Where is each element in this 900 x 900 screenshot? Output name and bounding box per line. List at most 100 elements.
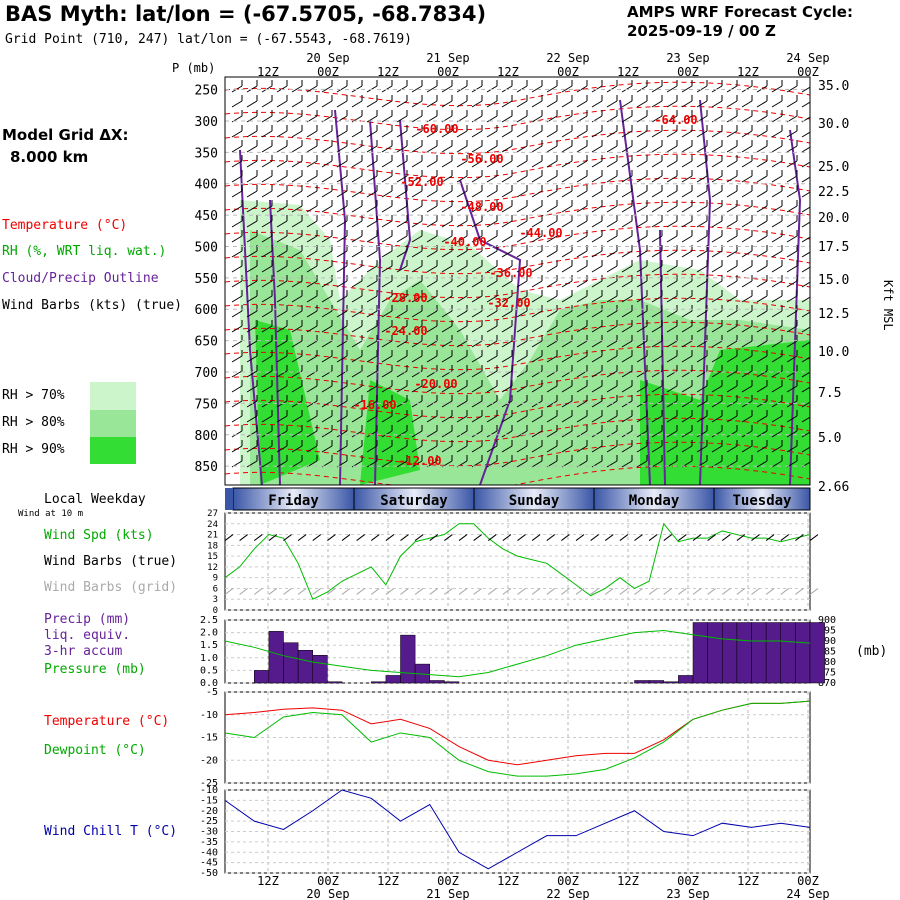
wind-barb <box>366 410 378 423</box>
wind-barb-shaft <box>291 310 303 318</box>
wind-barb <box>486 380 498 393</box>
wind-barb <box>756 380 768 393</box>
wind-barb <box>441 110 453 123</box>
wind-barb-shaft <box>756 460 768 468</box>
wind-barb <box>756 350 768 363</box>
wind-barb-shaft <box>606 325 618 333</box>
wind-barb <box>411 155 423 168</box>
wind-barb <box>306 410 318 423</box>
wind-barb <box>531 95 543 108</box>
wind-barb-shaft <box>516 100 528 108</box>
time-tick-top: 12Z <box>497 65 519 79</box>
wind-barb-shaft <box>231 340 243 348</box>
wind-barb <box>441 320 453 333</box>
wind-barb-shaft <box>561 430 573 438</box>
surface-wind-barb <box>370 534 380 541</box>
wind-barb-shaft <box>366 415 378 423</box>
wind-barb-shaft <box>786 145 798 153</box>
wind-barb-shaft <box>696 160 708 168</box>
wind-barb <box>306 350 318 363</box>
wind-barb-shaft <box>411 160 423 168</box>
wind-barb-shaft <box>756 370 768 378</box>
wind-barb-shaft <box>246 85 258 93</box>
wind-barb-shaft <box>261 190 273 198</box>
wind-barb <box>486 155 498 168</box>
wind-barb-shaft <box>441 430 453 438</box>
wind-barb <box>441 290 453 303</box>
wind-barb <box>276 335 288 348</box>
wind-barb-shaft <box>741 130 753 138</box>
wind-barb <box>291 140 303 153</box>
wind-barb <box>711 395 723 408</box>
temp-panel-frame <box>224 691 811 784</box>
wind-barb <box>276 320 288 333</box>
wind-barb-shaft <box>546 400 558 408</box>
wind-barb-shaft <box>261 205 273 213</box>
wind-barb-shaft <box>591 310 603 318</box>
wind-barb-shaft <box>426 220 438 228</box>
wind-barb-shaft <box>681 175 693 183</box>
wind-barb-shaft <box>471 220 483 228</box>
wind-barb <box>426 425 438 438</box>
wind-barb-shaft <box>636 220 648 228</box>
wind-barb <box>276 365 288 378</box>
wind-barb-shaft <box>726 340 738 348</box>
wind-barb <box>501 320 513 333</box>
precip-bar <box>692 622 708 684</box>
wind-barb <box>561 125 573 138</box>
wind-barb <box>486 230 498 243</box>
wind-barb <box>456 155 468 168</box>
wind-barb-shaft <box>696 295 708 303</box>
wind-barb-shaft <box>321 235 333 243</box>
wind-barb <box>696 410 708 423</box>
wind-barb-shaft <box>366 370 378 378</box>
grid-wind-barb <box>575 588 585 595</box>
pressure-tick-label: 450 <box>195 209 218 224</box>
wind-barb <box>516 215 528 228</box>
wind-barb-shaft <box>771 235 783 243</box>
wind-barb <box>801 356 810 363</box>
wind-barb <box>606 110 618 123</box>
wind-barb <box>786 125 798 138</box>
wind-barb <box>591 95 603 108</box>
wind-barb-shaft <box>471 100 483 108</box>
wind-barb <box>366 395 378 408</box>
wind-barb <box>726 335 738 348</box>
precip-bar <box>765 622 781 684</box>
surface-wind-barb <box>546 534 556 541</box>
wind-barb-shaft <box>246 220 258 228</box>
wind-barb-shaft <box>306 295 318 303</box>
wind-barb <box>741 275 753 288</box>
wind-barb <box>741 95 753 108</box>
wind-barb-shaft <box>456 175 468 183</box>
wind-barb <box>711 200 723 213</box>
wind-barb-shaft <box>561 400 573 408</box>
wind-barb <box>396 200 408 213</box>
wind-barb <box>756 245 768 258</box>
wind-barb <box>381 365 393 378</box>
wind-barb-shaft <box>366 220 378 228</box>
wind-barb <box>726 290 738 303</box>
wind-barb-shaft <box>651 340 663 348</box>
wind-barb <box>786 260 798 273</box>
wind-barb <box>801 86 810 93</box>
wind-barb-shaft <box>246 355 258 363</box>
wind-barb <box>726 320 738 333</box>
wind-barb-shaft <box>561 235 573 243</box>
wind-barb-shaft <box>801 326 810 333</box>
wind-barb <box>396 80 408 93</box>
wind-barb <box>801 386 810 393</box>
wind-barb <box>411 275 423 288</box>
wind-barb-shaft <box>246 415 258 423</box>
wind-barb-shaft <box>606 145 618 153</box>
wind-barb <box>396 170 408 183</box>
grid-wind-barb <box>370 588 380 595</box>
wind-barb-shaft <box>486 220 498 228</box>
wind-barb <box>366 170 378 183</box>
wind-barb <box>696 395 708 408</box>
wind-barb-shaft <box>651 250 663 258</box>
wind-barb <box>471 95 483 108</box>
wind-barb <box>771 380 783 393</box>
wind-barb-shaft <box>276 385 288 393</box>
wind-barb-shaft <box>576 400 588 408</box>
